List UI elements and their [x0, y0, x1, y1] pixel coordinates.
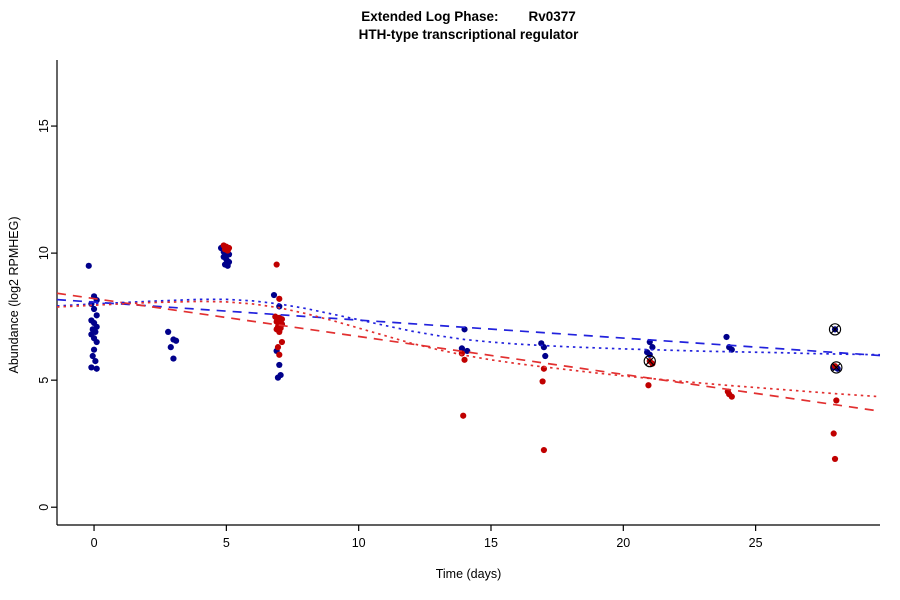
red-replicates-point [830, 430, 837, 437]
blue-replicates-point [165, 328, 172, 335]
x-tick-label: 25 [749, 536, 763, 550]
red-replicates-point [274, 344, 282, 351]
red-replicates-point [833, 397, 840, 404]
x-tick-label: 20 [616, 536, 630, 550]
blue-replicates-point [85, 262, 92, 269]
red-replicates-point [276, 351, 283, 358]
chart-subtitle: HTH-type transcriptional regulator [358, 27, 579, 42]
outlier-marker-x [831, 363, 841, 372]
x-tick-label: 10 [352, 536, 366, 550]
blue-replicates-point [90, 305, 98, 313]
red-replicates-point [539, 378, 546, 385]
blue-dashed-fit [56, 298, 881, 357]
blue-replicates-point [458, 345, 465, 352]
outlier-marker [830, 361, 843, 374]
outlier-marker [828, 323, 842, 336]
x-tick-label: 5 [223, 536, 230, 550]
blue-replicates-point [93, 312, 100, 319]
blue-dotted-fit [56, 298, 881, 356]
x-tick-label: 0 [91, 536, 98, 550]
chart-title-text: Extended Log Phase: [361, 9, 499, 24]
blue-replicates-point [90, 346, 98, 353]
x-axis-label: Time (days) [435, 567, 502, 581]
blue-replicates-point [224, 262, 231, 269]
blue-replicates-point [172, 337, 180, 344]
red-replicates-point [461, 356, 468, 363]
x-tick-label: 15 [484, 536, 498, 550]
red-replicates-point [273, 261, 280, 268]
red-replicates-point [645, 382, 652, 389]
blue-replicates-point [93, 338, 100, 346]
chart-title: Extended Log Phase: Rv0377 [57, 9, 880, 24]
blue-replicates-point [274, 374, 282, 381]
blue-replicates-point [170, 355, 177, 362]
blue-replicates-point [270, 291, 278, 299]
y-tick-label: 5 [37, 377, 51, 384]
chart-title-gene: Rv0377 [528, 9, 576, 24]
blue-replicates-point [92, 358, 99, 365]
blue-replicates-point [649, 344, 656, 351]
red-replicates-point [460, 412, 467, 419]
blue-replicates-point [93, 365, 100, 372]
blue-replicates-point [276, 361, 283, 369]
red-replicates-point [224, 247, 231, 254]
y-tick-label: 0 [37, 504, 51, 511]
outlier-marker-x [645, 356, 655, 366]
outlier-marker [643, 354, 656, 368]
blue-replicates-point [723, 333, 730, 341]
red-replicates-point [276, 295, 283, 302]
red-replicates-point [276, 328, 283, 335]
blue-replicates-point [542, 352, 549, 360]
red-replicates-point [831, 455, 839, 463]
y-tick-label: 15 [37, 119, 51, 133]
red-dashed-fit [56, 292, 881, 413]
blue-replicates-point [464, 347, 471, 355]
y-tick-label: 10 [37, 246, 51, 260]
red-dotted-fit [56, 300, 881, 398]
outlier-marker-x [830, 324, 840, 334]
blue-replicates-point [646, 351, 653, 358]
red-replicates-point [728, 393, 735, 400]
red-replicates-point [278, 338, 286, 346]
red-replicates-point [540, 446, 548, 454]
blue-replicates-point [167, 344, 174, 351]
blue-replicates-point [89, 352, 96, 360]
blue-replicates-point [88, 364, 95, 371]
